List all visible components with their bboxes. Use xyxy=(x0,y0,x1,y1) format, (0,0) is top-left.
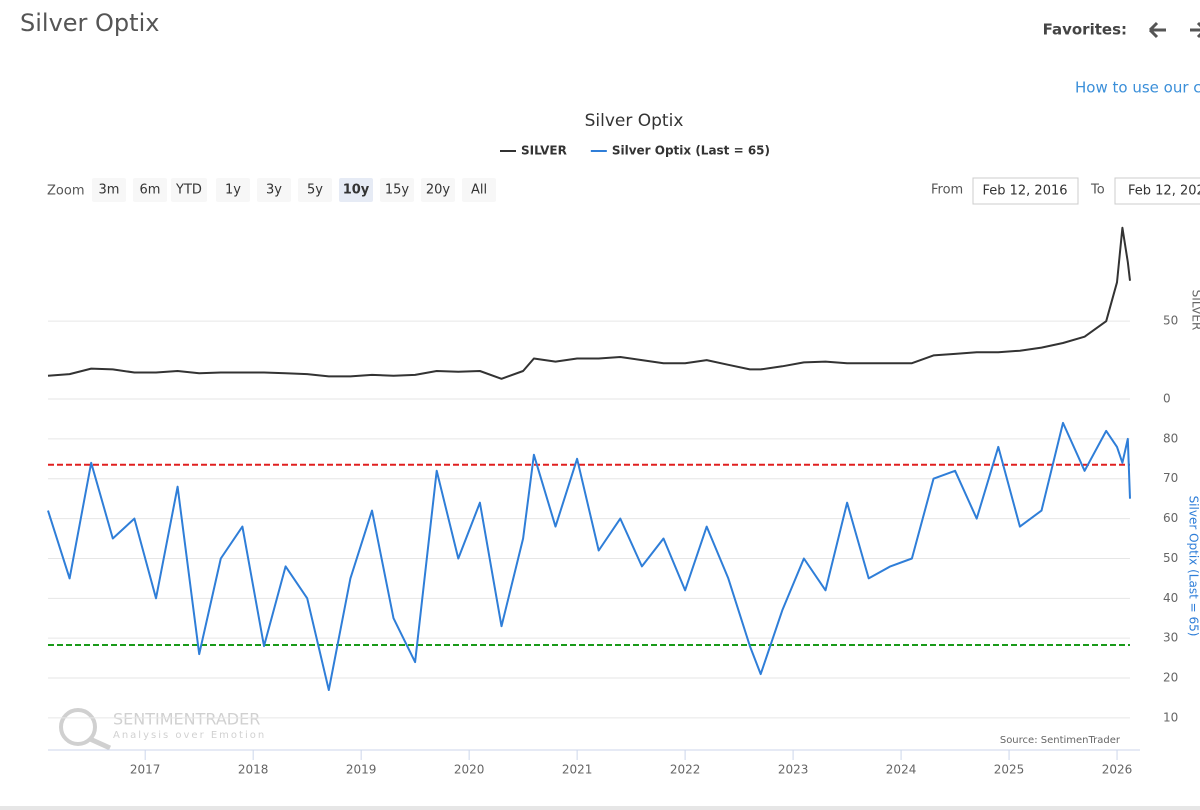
zoom-button-label[interactable]: 3y xyxy=(266,183,282,198)
zoom-button[interactable] xyxy=(171,178,207,202)
y2-tick-label: 70 xyxy=(1163,471,1178,485)
zoom-button[interactable] xyxy=(339,178,373,202)
watermark-icon xyxy=(88,736,112,751)
zoom-button-label[interactable]: 15y xyxy=(385,183,410,198)
x-tick-label: 2020 xyxy=(454,763,485,777)
zoom-button[interactable] xyxy=(298,178,332,202)
forward-arrow[interactable] xyxy=(1190,21,1200,39)
menu-icon[interactable]: ⋮ xyxy=(1196,118,1200,137)
x-tick-label: 2021 xyxy=(562,763,593,777)
series-line xyxy=(47,226,1131,380)
back-arrow[interactable] xyxy=(1148,21,1166,39)
x-tick-label: 2025 xyxy=(994,763,1025,777)
x-tick-label: 2017 xyxy=(130,763,161,777)
zoom-button-label[interactable]: 1y xyxy=(225,183,241,198)
to-label: To xyxy=(1090,183,1105,198)
chart-title: Silver Optix xyxy=(585,111,684,131)
zoom-button[interactable] xyxy=(380,178,414,202)
x-tick-label: 2024 xyxy=(886,763,917,777)
zoom-button-label[interactable]: 5y xyxy=(307,183,323,198)
y2-tick-label: 10 xyxy=(1163,710,1178,724)
x-tick-label: 2019 xyxy=(346,763,377,777)
to-input[interactable] xyxy=(1114,177,1200,205)
zoom-button-label[interactable]: 20y xyxy=(426,183,451,198)
zoom-button[interactable] xyxy=(133,178,167,202)
y2-tick-label: 20 xyxy=(1163,671,1178,685)
watermark: SENTIMENTRADER Analysis over Emotion xyxy=(59,708,266,751)
watermark-tagline: Analysis over Emotion xyxy=(113,730,266,741)
zoom-button-label[interactable]: 6m xyxy=(140,183,161,198)
y2-tick-label: 60 xyxy=(1163,511,1178,525)
zoom-button[interactable] xyxy=(421,178,455,202)
source-credit: Source: SentimenTrader xyxy=(1000,735,1121,746)
x-tick-label: 2026 xyxy=(1102,763,1133,777)
zoom-button[interactable] xyxy=(257,178,291,202)
zoom-label: Zoom xyxy=(47,184,84,199)
y2-tick-label: 30 xyxy=(1163,631,1178,645)
y2-tick-label: 40 xyxy=(1163,591,1178,605)
zoom-button-label[interactable]: 3m xyxy=(99,183,120,198)
zoom-button-label[interactable]: 10y xyxy=(343,183,370,198)
favorites-label: Favorites: xyxy=(1043,21,1127,39)
watermark-icon xyxy=(59,708,97,746)
y-tick-label: 50 xyxy=(1163,314,1178,328)
y2-tick-label: 80 xyxy=(1163,431,1178,445)
from-date[interactable]: Feb 12, 2016 xyxy=(982,184,1067,199)
y2-tick-label: 50 xyxy=(1163,551,1178,565)
help-link[interactable]: How to use our ch xyxy=(1075,79,1200,97)
from-label: From xyxy=(931,183,963,198)
legend-label[interactable]: Silver Optix (Last = 65) xyxy=(612,144,770,158)
x-tick-label: 2023 xyxy=(778,763,809,777)
page-title: Silver Optix xyxy=(20,9,159,37)
x-tick-label: 2022 xyxy=(670,763,701,777)
legend-label[interactable]: SILVER xyxy=(521,144,567,158)
zoom-button[interactable] xyxy=(92,178,126,202)
zoom-button-label[interactable]: All xyxy=(471,183,487,198)
zoom-button[interactable] xyxy=(462,178,496,202)
navigator[interactable] xyxy=(0,806,1200,810)
from-input[interactable] xyxy=(972,177,1079,205)
series-line xyxy=(47,421,1131,691)
y-tick-label: 0 xyxy=(1163,392,1171,406)
y-axis-title: SILVER xyxy=(1190,290,1200,331)
watermark-name: SENTIMENTRADER xyxy=(113,710,260,729)
zoom-button[interactable] xyxy=(216,178,250,202)
y2-axis-title: Silver Optix (Last = 65) xyxy=(1187,496,1200,637)
x-tick-label: 2018 xyxy=(238,763,269,777)
to-date[interactable]: Feb 12, 2026 xyxy=(1128,184,1200,199)
zoom-button-label[interactable]: YTD xyxy=(175,183,202,198)
